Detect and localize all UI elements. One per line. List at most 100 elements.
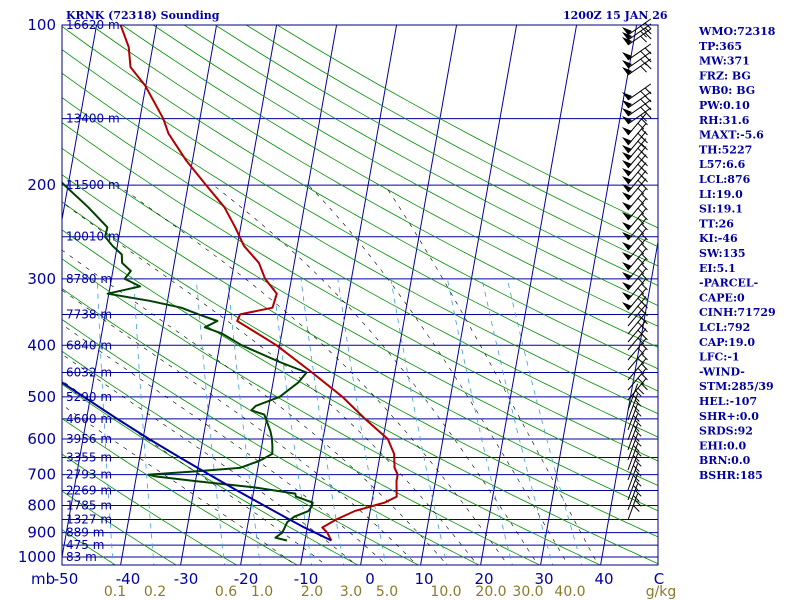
height-label: 3956 m	[66, 432, 112, 446]
wind-barb	[627, 328, 648, 351]
wind-barb-feather	[634, 499, 642, 507]
wind-barb-pennant	[622, 92, 632, 100]
wind-barb-pennant	[622, 137, 632, 145]
dry-adiabat-line	[62, 318, 480, 565]
wind-barb-feather	[634, 459, 642, 467]
wind-barb-staff	[627, 43, 652, 61]
index-line: WMO:72318	[698, 25, 776, 38]
index-line: -WIND-	[699, 365, 745, 378]
plot-frame	[61, 24, 659, 566]
dry-adiabat-line	[62, 49, 658, 392]
wind-barb-feather	[641, 273, 648, 281]
wind-barb-feather	[637, 357, 645, 365]
wind-barb-pennant	[622, 222, 632, 230]
height-label: 1785 m	[66, 498, 112, 512]
moist-adiabat-line	[62, 404, 297, 565]
wind-barb-feather	[634, 479, 642, 487]
dry-adiabat-line	[62, 174, 658, 512]
index-line: BRN:0.0	[699, 454, 751, 467]
wind-barb-feather	[641, 175, 648, 183]
moist-adiabat-line	[62, 289, 418, 565]
dry-adiabat-line	[62, 529, 117, 565]
wind-barb	[622, 248, 648, 271]
dry-adiabat-line	[62, 258, 602, 565]
pressure-tick-label: 400	[27, 336, 56, 354]
wind-barb	[622, 58, 652, 76]
index-line: TH:5227	[699, 143, 752, 156]
wind-barb-feather	[644, 62, 652, 70]
wind-barb-pennant	[622, 252, 632, 260]
wind-barb-feather	[641, 293, 648, 301]
height-label: 6032 m	[66, 366, 112, 380]
wind-barb-feather	[641, 309, 648, 317]
mixing-ratio-line	[506, 278, 583, 565]
wind-barb-feather	[641, 283, 648, 291]
wind-barb-feather	[640, 114, 647, 122]
dry-adiabat-line	[62, 147, 658, 486]
mixing-ratio-tick-label: 2.0	[301, 584, 323, 600]
wind-barb-staff	[627, 368, 647, 391]
mixing-ratio-line	[272, 278, 313, 565]
wind-barb-feather	[637, 207, 645, 215]
height-label: 83 m	[66, 550, 97, 564]
mixing-ratio-tick-label: 5.0	[376, 584, 398, 600]
height-label: 8780 m	[66, 272, 112, 286]
wind-barb-feather	[634, 469, 642, 477]
index-line: TT:26	[699, 217, 734, 230]
wind-barb-pennant	[622, 27, 632, 35]
mixing-ratio-line	[133, 278, 155, 565]
isotherm-line	[62, 25, 98, 223]
wind-barb	[622, 258, 648, 281]
wind-barb-staff	[627, 393, 639, 421]
valid-time: 1200Z 15 JAN 26	[563, 9, 668, 22]
wind-barb	[622, 107, 652, 125]
index-line: KI:-46	[699, 232, 738, 245]
wind-barb-pennant	[622, 108, 632, 116]
temperature-tick-label: 40	[594, 570, 613, 588]
index-line: EHI:0.0	[699, 439, 746, 452]
dry-adiabat-line	[152, 25, 658, 307]
wind-barb	[627, 368, 648, 391]
wind-barb	[627, 348, 648, 371]
pressure-tick-label: 500	[27, 388, 56, 406]
wind-barb-staff	[627, 304, 647, 327]
pressure-tick-label: 700	[27, 466, 56, 484]
wind-barb-staff	[627, 473, 639, 501]
mixing-ratio-line	[96, 278, 114, 565]
temperature-unit-label: C	[654, 570, 664, 588]
wind-barb-staff	[627, 296, 647, 319]
index-line: RH:31.6	[699, 114, 750, 127]
pressure-tick-label: 300	[27, 270, 56, 288]
wind-barb-feather	[634, 429, 642, 437]
index-line: CAPE:0	[699, 291, 745, 304]
wind-barb-feather	[641, 223, 648, 231]
wind-barb-staff	[627, 83, 652, 101]
pressure-unit-label: mb	[31, 570, 55, 588]
index-line: EI:5.1	[699, 262, 736, 275]
isotherm-line	[180, 25, 278, 565]
wind-barb-pennant	[622, 152, 632, 160]
moist-adiabat-line	[62, 323, 387, 565]
index-line: SHR+:0.0	[699, 410, 759, 423]
dry-adiabat-line	[62, 72, 658, 415]
wind-barb-pennant	[622, 176, 632, 184]
isotherm-line	[360, 25, 458, 565]
wind-barb-feather	[641, 151, 648, 159]
wind-barb-pennant	[622, 52, 632, 60]
wind-barb	[622, 218, 648, 241]
wind-barb	[627, 358, 648, 381]
height-label: 2793 m	[66, 468, 112, 482]
height-label: 13400 m	[66, 112, 120, 126]
wind-barb-pennant	[622, 67, 632, 75]
wind-barb-feather	[641, 233, 648, 241]
isotherm-line	[600, 239, 658, 565]
wind-barb-staff	[627, 378, 647, 401]
wind-barb-pennant	[622, 292, 632, 300]
wind-barb-feather	[641, 343, 648, 351]
temperature-tick-label: -40	[116, 570, 141, 588]
wind-barb-feather	[637, 337, 645, 345]
wind-barb-feather	[637, 387, 645, 395]
height-labels: 16620 m 13400 m 11500 m 10010 m 8780 m 7738 m…	[66, 18, 120, 564]
wind-barb-staff	[627, 358, 647, 381]
